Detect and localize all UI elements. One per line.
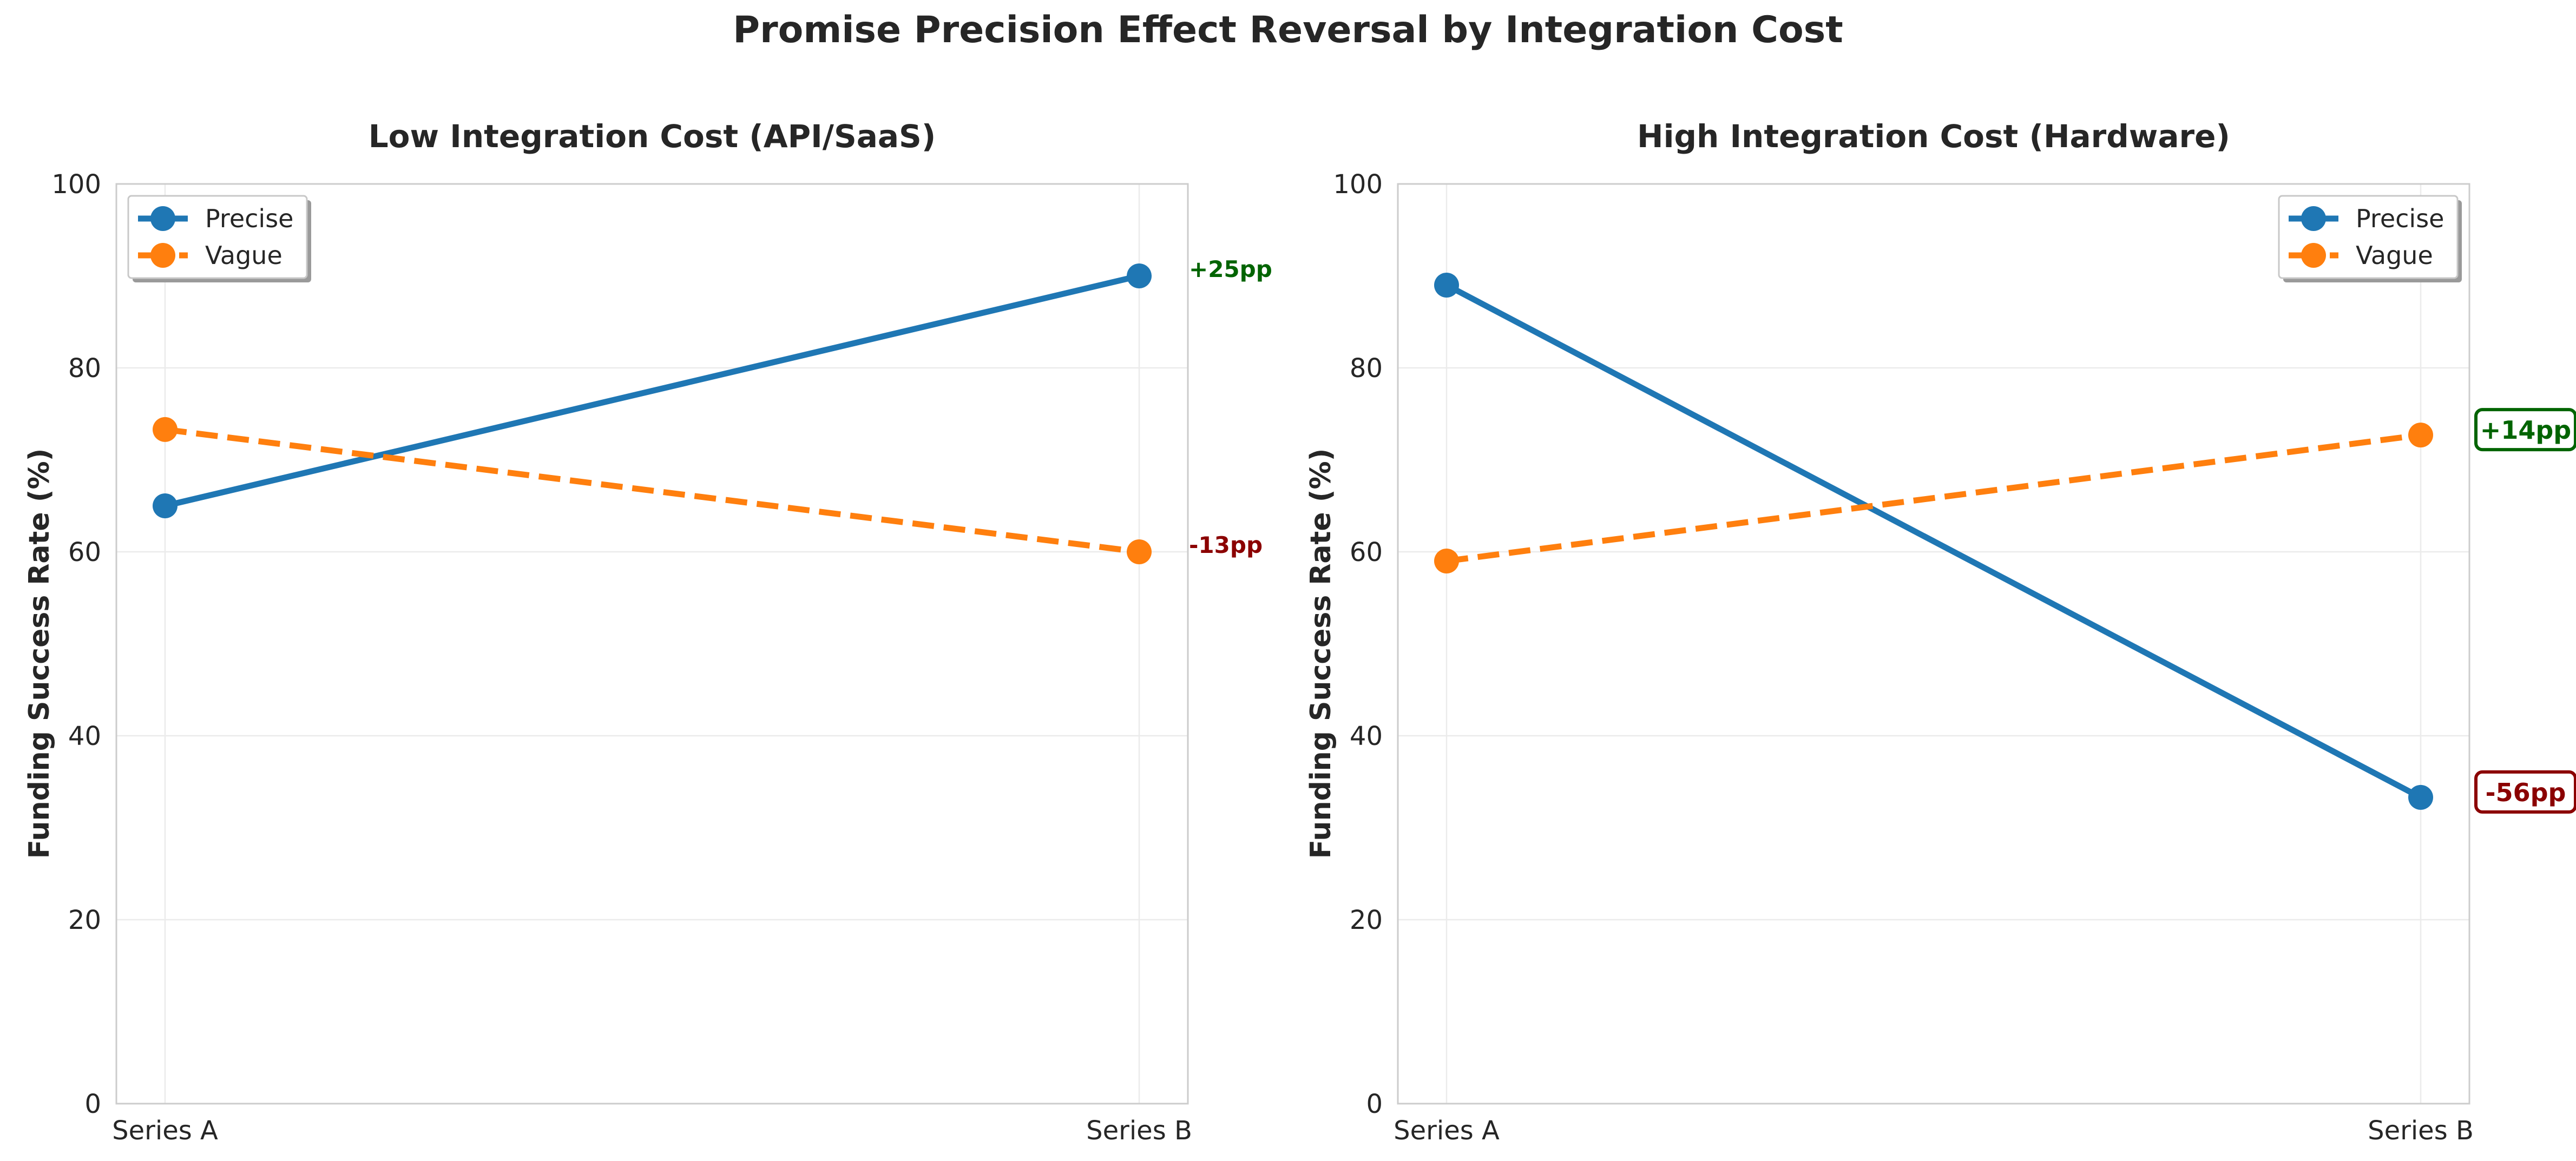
y-tick-label: 80: [1350, 353, 1383, 384]
plot-frame: [115, 183, 1189, 1105]
data-point-precise: [2408, 784, 2433, 810]
y-tick-label: 40: [68, 721, 101, 751]
series-line-vague: [165, 426, 1140, 555]
y-tick-label: 0: [84, 1089, 101, 1119]
x-tick-label: Series B: [2368, 1116, 2474, 1146]
legend-marker: [150, 243, 175, 268]
chart-title: High Integration Cost (Hardware): [1637, 118, 2230, 155]
y-tick-label: 100: [1333, 169, 1383, 200]
legend-label: Vague: [205, 241, 282, 270]
y-tick-label: 20: [1350, 905, 1383, 935]
y-axis-label: Funding Success Rate (%): [1305, 448, 1337, 859]
legend-marker: [150, 206, 175, 231]
annotation-label: -13pp: [1189, 532, 1263, 558]
data-point-vague: [1434, 549, 1459, 573]
chart-panel-2: 0 20 40 60 80 100 Series A Series B High Integra…: [1305, 118, 2576, 1146]
legend-label: Precise: [205, 204, 293, 233]
y-tick-label: 100: [51, 169, 101, 200]
y-axis-label: Funding Success Rate (%): [23, 448, 56, 859]
y-tick-label: 40: [1350, 721, 1383, 751]
y-tick-label: 80: [68, 353, 101, 384]
y-tick-label: 20: [68, 905, 101, 935]
legend-marker: [2301, 243, 2326, 268]
annotation-box: [2474, 770, 2576, 814]
legend: Precise Vague: [127, 195, 311, 282]
figure-title: Promise Precision Effect Reversal by Int…: [733, 9, 1843, 51]
y-tick-label: 0: [1366, 1089, 1383, 1119]
data-point-vague: [153, 417, 178, 442]
series-line-precise: [164, 273, 1140, 509]
annotation-label: +14pp: [2480, 415, 2571, 445]
data-point-vague: [1127, 539, 1152, 564]
chart-panel-1: 0 20 40 60 80 100 Series A Series B Low Integrat…: [23, 118, 1272, 1146]
series-line-precise: [1445, 282, 2422, 800]
legend-label: Precise: [2356, 204, 2444, 233]
data-point-vague: [2408, 423, 2433, 448]
x-tick-label: Series B: [1086, 1116, 1192, 1146]
legend-label: Vague: [2356, 241, 2433, 270]
annotation-label: -56pp: [2486, 778, 2566, 807]
y-tick-label: 60: [68, 537, 101, 568]
annotation-box: [2474, 408, 2576, 452]
legend: Precise Vague: [2278, 195, 2462, 282]
data-point-precise: [1127, 263, 1152, 288]
x-tick-label: Series A: [1394, 1116, 1500, 1146]
data-point-precise: [153, 493, 178, 518]
x-tick-label: Series A: [112, 1116, 218, 1146]
annotation-label: +25pp: [1189, 256, 1272, 282]
chart-title: Low Integration Cost (API/SaaS): [369, 118, 936, 155]
y-tick-label: 60: [1350, 537, 1383, 568]
plot-frame: [1397, 183, 2470, 1105]
data-point-precise: [1434, 273, 1459, 298]
legend-marker: [2301, 206, 2326, 231]
series-line-vague: [1446, 432, 2421, 564]
